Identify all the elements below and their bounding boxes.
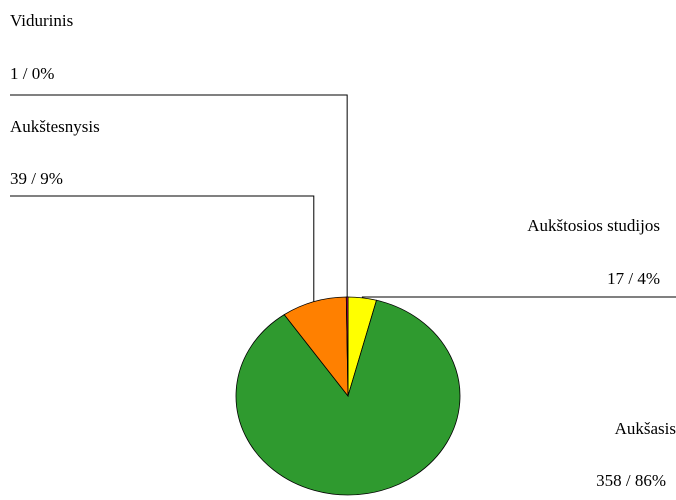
leader-line	[361, 296, 676, 298]
slice-label: Aukšasis	[615, 419, 676, 438]
leader-line	[10, 94, 348, 298]
slice-label: Aukštosios studijos	[527, 216, 660, 235]
slice-value-label: 1 / 0%	[10, 64, 54, 83]
slice-value-label: 358 / 86%	[596, 471, 666, 490]
slice-value-label: 17 / 4%	[607, 269, 660, 288]
slice-value-label: 39 / 9%	[10, 169, 63, 188]
slice-label: Aukštesnysis	[10, 117, 100, 136]
slice-label: Vidurinis	[10, 11, 73, 30]
pie-slice	[235, 299, 461, 496]
leader-line	[10, 195, 315, 302]
